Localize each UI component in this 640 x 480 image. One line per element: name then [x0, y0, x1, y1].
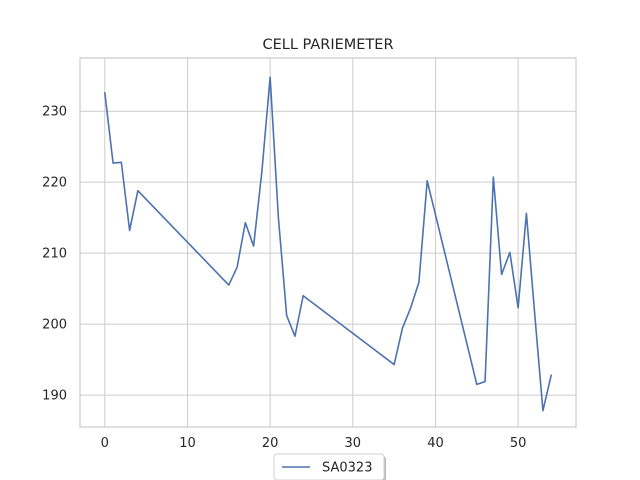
y-axis-tick-labels: 190 200 210 220 230: [42, 105, 67, 404]
x-tick-label: 0: [101, 436, 109, 451]
x-tick-label: 20: [262, 436, 279, 451]
y-tick-label: 200: [42, 318, 67, 333]
x-axis-tick-labels: 0 10 20 30 40 50: [101, 436, 527, 451]
legend-box: [273, 453, 385, 480]
series-layer: [104, 76, 553, 412]
chart-title: CELL PARIEMETER: [262, 37, 393, 53]
y-tick-label: 230: [42, 105, 67, 120]
y-tick-label: 210: [42, 247, 67, 262]
legend: SA0323: [273, 453, 386, 480]
x-tick-label: 50: [510, 436, 527, 451]
legend-label: SA0323: [322, 461, 372, 476]
x-tick-label: 10: [179, 436, 196, 451]
x-tick-label: 30: [345, 436, 362, 451]
plot-border: [79, 57, 577, 428]
x-tick-label: 40: [427, 436, 444, 451]
series-line-SA0323: [104, 76, 553, 412]
axes-frame: [79, 57, 577, 428]
y-tick-label: 220: [42, 176, 67, 191]
y-tick-label: 190: [42, 389, 67, 404]
